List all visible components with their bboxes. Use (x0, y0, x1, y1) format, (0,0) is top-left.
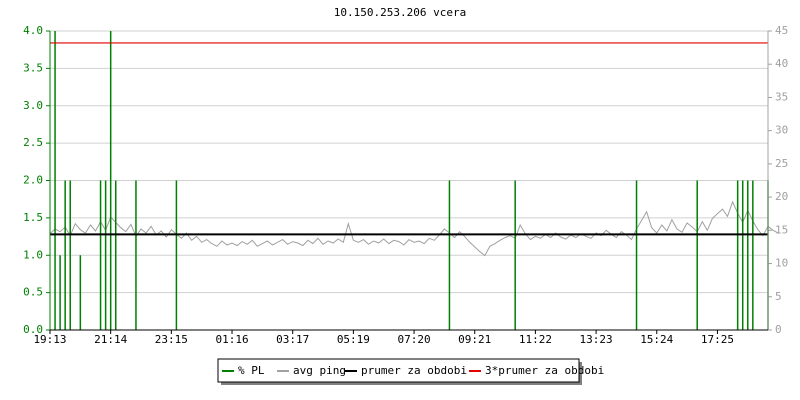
legend-box (217, 358, 580, 383)
x-tick-label: 09:21 (458, 333, 491, 346)
y-tick-label: 4.0 (23, 24, 43, 37)
x-tick-label: 15:24 (640, 333, 673, 346)
y2-tick-label: 40 (775, 57, 788, 70)
y2-tick-label: 35 (775, 90, 788, 103)
y2-tick-label: 20 (775, 190, 788, 203)
x-tick-label: 03:17 (276, 333, 309, 346)
y2-tick-label: 25 (775, 157, 788, 170)
chart-title: 10.150.253.206 vcera (334, 6, 466, 19)
y-tick-label: 3.0 (23, 99, 43, 112)
y-tick-label: 3.5 (23, 61, 43, 74)
y2-tick-label: 30 (775, 124, 788, 137)
legend-label: avg ping (293, 364, 346, 377)
x-tick-label: 13:23 (580, 333, 613, 346)
y2-tick-label: 10 (775, 257, 788, 270)
ping-line (49, 200, 779, 257)
legend-label: % PL (238, 364, 265, 377)
y2-tick-label: 45 (775, 24, 788, 37)
x-tick-label: 07:20 (397, 333, 430, 346)
y-tick-label: 1.5 (23, 211, 43, 224)
x-tick-label: 11:22 (519, 333, 552, 346)
y2-tick-label: 0 (775, 323, 782, 336)
legend-label: prumer za obdobi (361, 364, 467, 377)
x-tick-label: 23:15 (155, 333, 188, 346)
y-tick-label: 1.0 (23, 248, 43, 261)
x-tick-label: 21:14 (94, 333, 127, 346)
y-tick-label: 2.5 (23, 136, 43, 149)
legend-label: 3*prumer za obdobi (485, 364, 604, 377)
y-tick-label: 0.5 (23, 286, 43, 299)
x-tick-label: 17:25 (701, 333, 734, 346)
y-tick-label: 0.0 (23, 323, 43, 336)
y-tick-label: 2.0 (23, 174, 43, 187)
y2-tick-label: 15 (775, 223, 788, 236)
x-tick-label: 01:16 (215, 333, 248, 346)
x-tick-label: 19:13 (33, 333, 66, 346)
x-tick-label: 05:19 (337, 333, 370, 346)
y2-tick-label: 5 (775, 290, 782, 303)
